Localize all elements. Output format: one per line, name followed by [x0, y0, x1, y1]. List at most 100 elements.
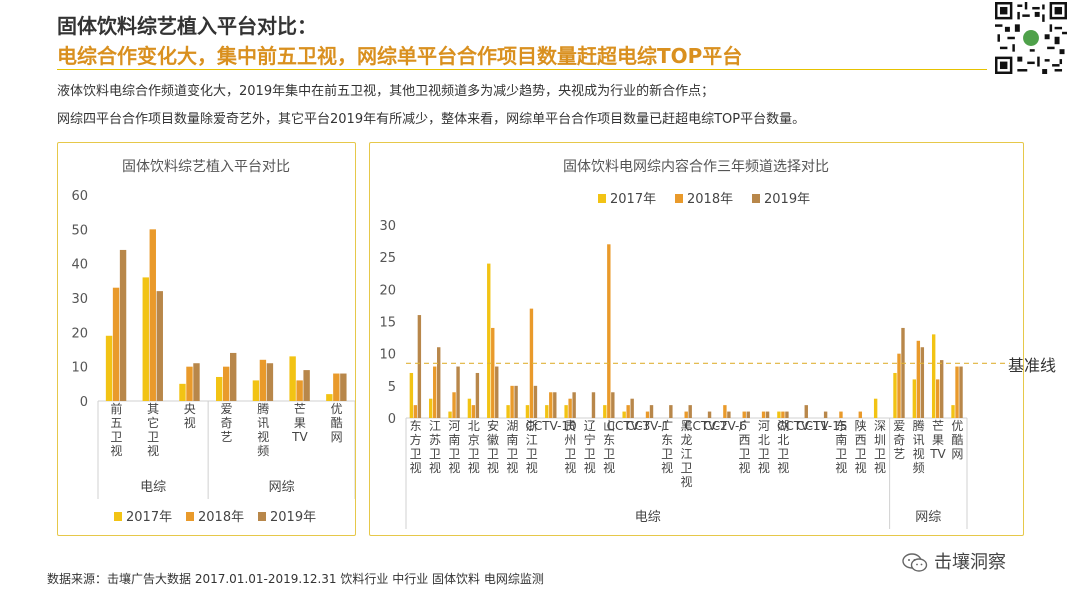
bar	[259, 359, 267, 401]
category-label: 其它卫视	[147, 402, 159, 458]
category-label: 湖北卫视	[777, 418, 789, 475]
bar	[939, 360, 944, 418]
y-tick-label: 10	[379, 348, 396, 363]
category-label: 爱奇艺	[893, 419, 905, 461]
category-label: CCTV-3	[607, 419, 651, 433]
bar	[765, 411, 770, 418]
y-tick-label: 60	[71, 189, 88, 204]
bar	[893, 372, 897, 418]
bar	[611, 392, 615, 418]
y-tick-label: 30	[379, 219, 396, 234]
category-label: 陕西卫视	[855, 418, 867, 475]
bar	[553, 392, 557, 418]
legend-swatch	[675, 194, 683, 203]
y-tick-label: 20	[71, 326, 88, 341]
bar	[549, 392, 553, 418]
wechat-icon	[902, 553, 928, 572]
y-tick-label: 25	[379, 251, 396, 266]
y-tick-label: 0	[80, 395, 88, 410]
group-label: 网综	[269, 480, 295, 495]
legend-swatch	[598, 194, 606, 203]
title-divider	[57, 69, 987, 70]
category-label: 腾讯视频	[257, 401, 269, 458]
bar	[514, 385, 518, 418]
bar	[456, 366, 460, 418]
category-label: 辽宁卫视	[584, 419, 596, 475]
legend-label: 2019年	[270, 510, 316, 525]
bar	[266, 363, 274, 401]
bar	[912, 379, 917, 418]
category-label: CCTV-11	[777, 419, 828, 433]
bar	[510, 385, 514, 418]
page-title-line2: 电综合作变化大，集中前五卫视，网综单平台合作项目数量赶超电综TOP平台	[57, 44, 743, 68]
bar	[491, 327, 495, 418]
bar	[920, 347, 925, 418]
category-label: 贵州卫视	[564, 419, 576, 475]
category-label: CCTV-10	[525, 419, 576, 433]
category-label: 前五卫视	[110, 401, 122, 458]
bar	[216, 376, 223, 401]
bar	[545, 405, 549, 418]
category-label: 河南卫视	[448, 419, 460, 475]
bar	[916, 340, 921, 418]
y-tick-label: 20	[379, 283, 396, 298]
bar	[179, 383, 186, 401]
bar	[230, 352, 237, 401]
legend-swatch	[114, 512, 122, 521]
bar	[785, 411, 789, 418]
group-label: 电综	[140, 480, 166, 495]
y-tick-label: 0	[388, 412, 396, 427]
y-tick-label: 10	[71, 361, 88, 376]
bar	[607, 244, 611, 418]
bar	[804, 405, 808, 418]
bar	[417, 315, 422, 418]
category-label: 爱奇艺	[220, 402, 232, 444]
category-label: 优酷网	[331, 402, 343, 444]
left-chart-panel: 固体饮料综艺植入平台对比 0 10 20 30 40 50 60 前五卫视 其它卫视 央视 爱奇艺 腾讯…	[57, 142, 356, 536]
category-label: 江苏卫视	[429, 419, 441, 475]
bar	[193, 363, 200, 401]
channel-selection-chart: 固体饮料电网综内容合作三年频道选择对比051015202530东方卫视江苏卫视河…	[379, 158, 1010, 529]
bar	[340, 373, 347, 401]
bar	[296, 380, 303, 401]
bar	[142, 277, 149, 401]
bar	[326, 394, 333, 401]
description-line1: 液体饮料电综合作频道变化大，2019年集中在前五卫视，其他卫视频道多为减少趋势，…	[57, 84, 715, 99]
page-title-line1: 固体饮料综艺植入平台对比：	[57, 14, 317, 38]
bar	[630, 398, 634, 418]
bar	[723, 405, 727, 418]
legend: 2017年 2018年 2019年	[114, 510, 316, 525]
category-label: 深圳卫视	[874, 419, 886, 475]
category-label: 芒果 TV	[291, 401, 308, 444]
legend-label: 2017年	[126, 510, 172, 525]
bar	[727, 411, 731, 418]
bar	[467, 398, 472, 418]
bar	[149, 229, 156, 401]
y-tick-label: 15	[379, 316, 396, 331]
bar	[935, 379, 940, 418]
category-label: 央视	[184, 402, 196, 430]
bar	[873, 398, 878, 418]
platform-comparison-chart: 固体饮料综艺植入平台对比 0 10 20 30 40 50 60 前五卫视 其它卫视 央视 爱奇艺 腾讯…	[71, 159, 355, 525]
bar	[303, 370, 310, 401]
brand-name: 击壤洞察	[934, 552, 1006, 573]
bar	[409, 372, 414, 418]
legend-swatch	[752, 194, 760, 203]
category-label: 广东卫视	[661, 419, 673, 475]
legend-swatch	[258, 512, 266, 521]
category-label: CCTV-2	[684, 419, 728, 433]
category-label: CCTV-15	[796, 419, 847, 433]
bar	[688, 405, 692, 418]
bar	[823, 411, 828, 418]
bar	[333, 373, 340, 401]
category-label: 广西卫视	[739, 419, 751, 475]
legend-label: 2017年	[610, 192, 656, 207]
bar	[572, 392, 576, 418]
y-tick-label: 5	[388, 380, 396, 395]
category-label: CCTV-6	[703, 419, 747, 433]
bar	[433, 366, 437, 418]
category-label: 河北卫视	[758, 419, 770, 475]
legend-label: 2018年	[198, 510, 244, 525]
bar	[471, 405, 476, 418]
bar	[897, 353, 901, 418]
